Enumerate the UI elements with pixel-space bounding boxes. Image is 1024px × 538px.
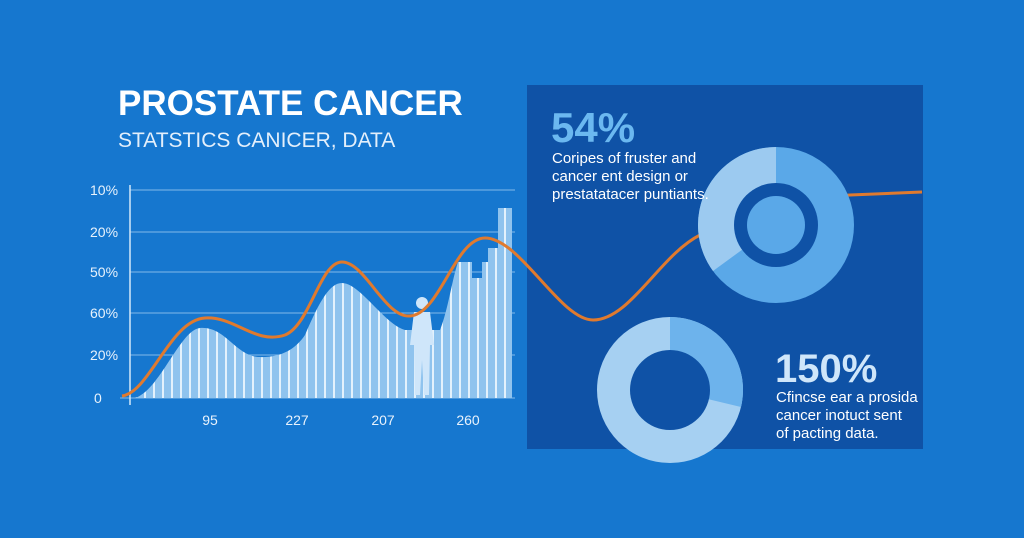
x-tick-label: 227 (285, 412, 309, 428)
y-tick-label: 60% (90, 305, 118, 321)
stat-text: prestatatacer puntiants. (552, 186, 709, 203)
stat-text: of pacting data. (776, 425, 879, 442)
stat-value: 150% (775, 347, 877, 391)
stat-text: Cfincse ear a prosida (776, 389, 918, 406)
title: PROSTATE CANCER (118, 84, 463, 123)
x-tick-label: 260 (456, 412, 480, 428)
stat-value: 54% (551, 104, 635, 151)
x-tick-label: 207 (371, 412, 395, 428)
y-tick-label: 10% (90, 182, 118, 198)
y-tick-label: 20% (90, 347, 118, 363)
donut-chart (697, 147, 854, 303)
person-silhouette (410, 297, 434, 395)
trend-line (121, 190, 923, 398)
subtitle: STATSTICS CANICER, DATA (118, 129, 395, 152)
donut-chart (597, 317, 744, 463)
stat-text: cancer ent design or (552, 168, 688, 185)
y-tick-label: 20% (90, 224, 118, 240)
stat-text: cancer inotuct sent (776, 407, 903, 424)
x-tick-label: 95 (202, 412, 218, 428)
y-tick-label: 50% (90, 264, 118, 280)
y-tick-label: 0 (94, 390, 102, 406)
stat-text: Coripes of fruster and (552, 150, 696, 167)
